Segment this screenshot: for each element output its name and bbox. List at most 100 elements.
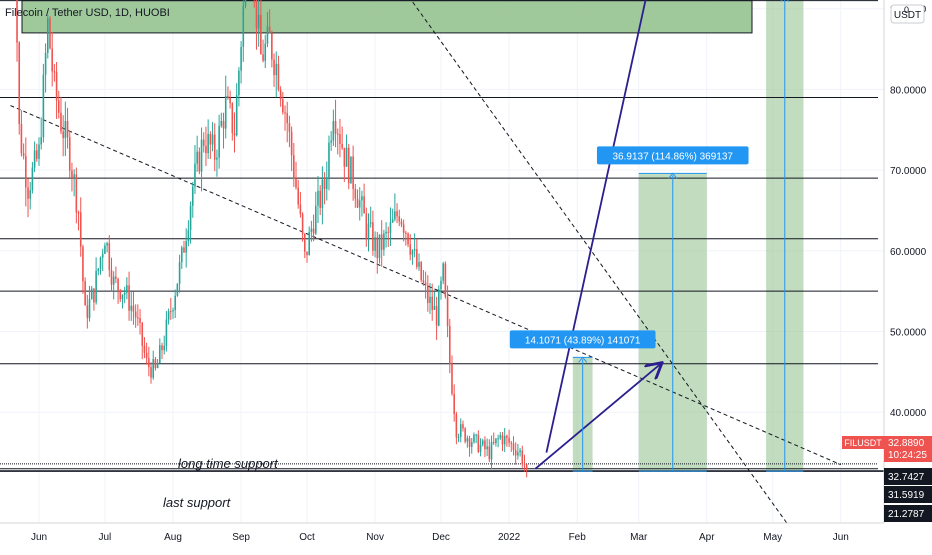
- candle-body: [235, 95, 238, 136]
- candle-body: [470, 442, 473, 447]
- candle-body: [213, 134, 216, 160]
- candle-body: [279, 89, 282, 100]
- candle-body: [196, 151, 198, 164]
- x-tick-label: Sep: [232, 532, 250, 543]
- candle-body: [128, 285, 130, 311]
- trend-line[interactable]: [10, 105, 841, 466]
- candle-body: [123, 292, 126, 295]
- candle-body: [62, 131, 64, 139]
- candle-body: [345, 147, 348, 167]
- currency-button[interactable]: USDT: [894, 10, 921, 21]
- trend-line[interactable]: [70, 0, 815, 555]
- currency-button-frame[interactable]: [890, 4, 925, 24]
- candle-body: [295, 178, 297, 188]
- top-right-value: 0: [904, 5, 909, 15]
- candle-body: [233, 133, 236, 136]
- candle-body: [167, 311, 170, 320]
- time-axis[interactable]: [0, 523, 884, 550]
- candle-body: [130, 305, 133, 311]
- candle-body: [205, 145, 207, 154]
- candle-body: [427, 285, 429, 304]
- candle-body: [95, 270, 97, 303]
- candle-body: [319, 190, 321, 208]
- candle-body: [431, 296, 434, 310]
- candle-body: [334, 121, 337, 134]
- candle-body: [446, 296, 449, 326]
- candle-body: [141, 322, 144, 346]
- level-price-value: 21.2787: [888, 509, 925, 520]
- candle-body: [176, 283, 179, 296]
- candle-body: [387, 231, 390, 233]
- candle-body: [352, 156, 354, 189]
- y-tick-label: 80.0000: [890, 85, 927, 96]
- candle-body: [273, 59, 275, 76]
- candle-body: [46, 18, 49, 53]
- candle-body: [383, 233, 385, 250]
- candle-body: [231, 103, 234, 134]
- level-price-tag: [884, 468, 932, 485]
- candle-body: [268, 26, 271, 34]
- candle-body: [82, 246, 84, 282]
- symbol-tag-text: FILUSDT: [844, 438, 882, 448]
- candle-body: [86, 305, 89, 319]
- candle-body: [38, 144, 40, 159]
- candle-body: [358, 200, 361, 208]
- candle-body: [466, 438, 469, 442]
- current-price-tag: [884, 436, 932, 462]
- candle-body: [154, 359, 157, 368]
- x-tick-label: Jul: [99, 532, 112, 543]
- long-time-support-label: long time support: [178, 456, 279, 471]
- candle-body: [418, 262, 420, 267]
- candle-body: [293, 155, 295, 179]
- candle-body: [93, 288, 95, 303]
- candle-body: [189, 205, 192, 230]
- candle-body: [363, 196, 365, 214]
- candle-body: [277, 63, 280, 90]
- candle-body: [84, 281, 86, 306]
- candle-body: [282, 99, 284, 113]
- candle-body: [497, 438, 499, 440]
- candle-body: [341, 143, 343, 148]
- candle-body: [396, 211, 398, 217]
- candle-body: [121, 294, 124, 300]
- plot-area[interactable]: [0, 0, 884, 523]
- candle-body: [174, 295, 176, 311]
- candle-body: [71, 170, 73, 178]
- y-tick-label: 70.0000: [890, 166, 927, 177]
- candle-body: [27, 187, 29, 199]
- projection-arrow[interactable]: [534, 364, 660, 470]
- candle-body: [440, 280, 442, 290]
- candle-body: [488, 446, 491, 460]
- candle-body: [159, 345, 161, 364]
- candle-body: [220, 120, 223, 126]
- candle-body: [262, 54, 264, 61]
- candle-body: [328, 142, 330, 178]
- candle-body: [148, 358, 150, 368]
- candle-body: [310, 228, 313, 232]
- candle-body: [525, 464, 528, 470]
- candle-body: [242, 5, 245, 47]
- candle-body: [304, 233, 306, 252]
- candle-body: [218, 125, 220, 158]
- candle-body: [42, 74, 45, 138]
- candle-body: [394, 211, 396, 220]
- candle-body: [110, 270, 113, 285]
- candle-body: [106, 243, 108, 246]
- candle-body: [323, 179, 326, 190]
- candle-body: [286, 112, 289, 124]
- candle-body: [216, 157, 218, 160]
- x-tick-label: Nov: [366, 532, 384, 543]
- candle-body: [299, 204, 302, 214]
- candle-body: [420, 262, 423, 281]
- x-tick-label: Aug: [164, 532, 182, 543]
- candle-body: [18, 42, 21, 125]
- candle-body: [464, 428, 466, 442]
- candle-body: [16, 0, 18, 43]
- price-axis[interactable]: [884, 0, 932, 550]
- candle-body: [481, 440, 484, 445]
- candle-body: [503, 435, 506, 445]
- candle-body: [486, 446, 488, 450]
- candle-body: [475, 434, 477, 436]
- candle-body: [514, 450, 517, 456]
- candle-body: [330, 140, 332, 143]
